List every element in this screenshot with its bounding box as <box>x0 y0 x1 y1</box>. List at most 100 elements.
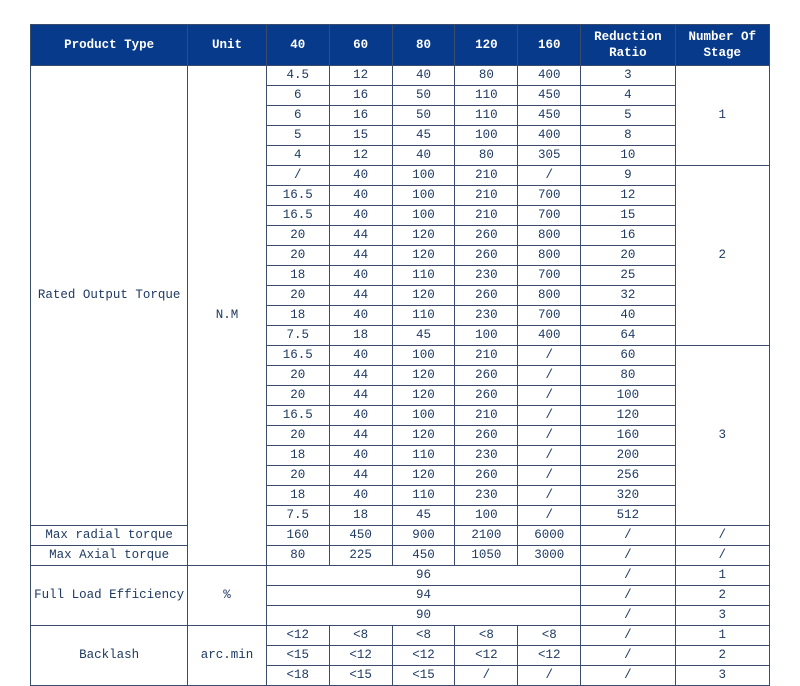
cell-reduction-ratio: 512 <box>581 506 675 526</box>
cell-60: 44 <box>329 226 392 246</box>
cell-160: 6000 <box>518 526 581 546</box>
cell-40: <15 <box>266 646 329 666</box>
table-body: Rated Output TorqueN.M4.5124080400316165… <box>31 66 770 686</box>
cell-reduction-ratio: / <box>581 546 675 566</box>
cell-reduction-ratio: / <box>581 606 675 626</box>
cell-40: 5 <box>266 126 329 146</box>
cell-160: / <box>518 406 581 426</box>
cell-160: 700 <box>518 306 581 326</box>
cell-40: 16.5 <box>266 186 329 206</box>
cell-stage: 1 <box>675 66 769 166</box>
cell-160: / <box>518 506 581 526</box>
cell-stage: 2 <box>675 586 769 606</box>
cell-160: 700 <box>518 206 581 226</box>
cell-160: 305 <box>518 146 581 166</box>
cell-120: 260 <box>455 226 518 246</box>
cell-efficiency: 96 <box>266 566 580 586</box>
cell-reduction-ratio: 100 <box>581 386 675 406</box>
header-80: 80 <box>392 25 455 66</box>
cell-60: <15 <box>329 666 392 686</box>
cell-80: <8 <box>392 626 455 646</box>
cell-reduction-ratio: 5 <box>581 106 675 126</box>
cell-efficiency: 90 <box>266 606 580 626</box>
cell-120: 100 <box>455 506 518 526</box>
cell-40: 18 <box>266 266 329 286</box>
cell-stage: 3 <box>675 346 769 526</box>
table-row: Rated Output TorqueN.M4.512408040031 <box>31 66 770 86</box>
cell-40: 4.5 <box>266 66 329 86</box>
cell-reduction-ratio: / <box>581 626 675 646</box>
cell-efficiency: 94 <box>266 586 580 606</box>
cell-160: / <box>518 486 581 506</box>
cell-60: 15 <box>329 126 392 146</box>
cell-120: 260 <box>455 466 518 486</box>
cell-reduction-ratio: 80 <box>581 366 675 386</box>
cell-40: 16.5 <box>266 206 329 226</box>
cell-80: 100 <box>392 346 455 366</box>
cell-40: 20 <box>266 426 329 446</box>
cell-60: 40 <box>329 266 392 286</box>
cell-120: / <box>455 666 518 686</box>
cell-60: 18 <box>329 326 392 346</box>
cell-80: 120 <box>392 226 455 246</box>
unit-percent: % <box>188 566 267 626</box>
cell-40: 7.5 <box>266 506 329 526</box>
table-row: Max Axial torque8022545010503000// <box>31 546 770 566</box>
cell-40: 20 <box>266 466 329 486</box>
cell-120: 210 <box>455 166 518 186</box>
unit-arcmin: arc.min <box>188 626 267 686</box>
cell-60: 44 <box>329 286 392 306</box>
cell-stage: 3 <box>675 606 769 626</box>
cell-120: <8 <box>455 626 518 646</box>
cell-160: 450 <box>518 86 581 106</box>
cell-60: 16 <box>329 106 392 126</box>
cell-stage: 1 <box>675 566 769 586</box>
cell-160: / <box>518 666 581 686</box>
cell-60: 40 <box>329 186 392 206</box>
cell-160: 800 <box>518 246 581 266</box>
cell-80: 45 <box>392 506 455 526</box>
cell-60: <8 <box>329 626 392 646</box>
cell-160: 800 <box>518 286 581 306</box>
cell-40: 6 <box>266 86 329 106</box>
cell-160: 3000 <box>518 546 581 566</box>
cell-40: <12 <box>266 626 329 646</box>
cell-80: 100 <box>392 206 455 226</box>
cell-reduction-ratio: 16 <box>581 226 675 246</box>
cell-120: 1050 <box>455 546 518 566</box>
cell-80: <15 <box>392 666 455 686</box>
cell-160: / <box>518 386 581 406</box>
cell-160: / <box>518 426 581 446</box>
cell-120: 260 <box>455 386 518 406</box>
cell-40: 80 <box>266 546 329 566</box>
cell-reduction-ratio: 12 <box>581 186 675 206</box>
cell-80: 100 <box>392 406 455 426</box>
cell-80: 45 <box>392 326 455 346</box>
cell-60: 44 <box>329 366 392 386</box>
cell-60: 40 <box>329 206 392 226</box>
cell-reduction-ratio: 32 <box>581 286 675 306</box>
cell-60: 18 <box>329 506 392 526</box>
cell-stage: 2 <box>675 646 769 666</box>
cell-80: 120 <box>392 246 455 266</box>
cell-reduction-ratio: / <box>581 586 675 606</box>
cell-80: 50 <box>392 106 455 126</box>
header-120: 120 <box>455 25 518 66</box>
cell-120: 2100 <box>455 526 518 546</box>
cell-60: 44 <box>329 386 392 406</box>
cell-160: <8 <box>518 626 581 646</box>
cell-reduction-ratio: 10 <box>581 146 675 166</box>
cell-80: 450 <box>392 546 455 566</box>
cell-80: 110 <box>392 306 455 326</box>
cell-120: 230 <box>455 306 518 326</box>
cell-120: 230 <box>455 266 518 286</box>
table-row: Full Load Efficiency%96/1 <box>31 566 770 586</box>
label-backlash: Backlash <box>31 626 188 686</box>
cell-reduction-ratio: 9 <box>581 166 675 186</box>
spec-table: Product Type Unit 40 60 80 120 160 Reduc… <box>30 24 770 686</box>
label-efficiency: Full Load Efficiency <box>31 566 188 626</box>
cell-reduction-ratio: 160 <box>581 426 675 446</box>
cell-80: <12 <box>392 646 455 666</box>
cell-120: 110 <box>455 106 518 126</box>
cell-reduction-ratio: 8 <box>581 126 675 146</box>
